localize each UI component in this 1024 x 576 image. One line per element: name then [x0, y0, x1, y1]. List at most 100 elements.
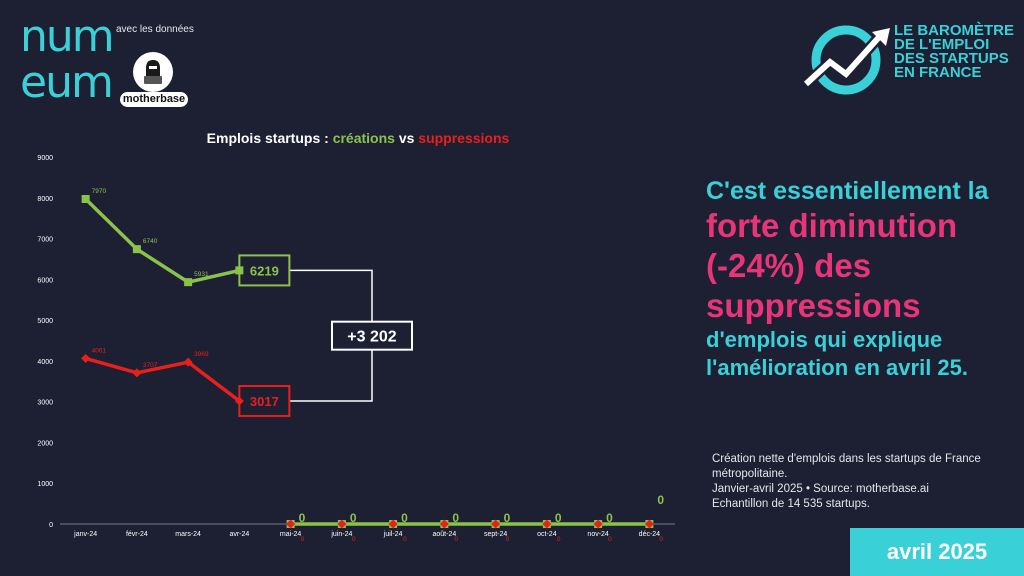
headline-line-4: suppressions: [706, 287, 921, 324]
data-point: [337, 519, 347, 529]
data-label: 0: [555, 511, 562, 525]
data-label: 0: [506, 536, 510, 543]
data-point: [286, 519, 296, 529]
highlight-box-suppressions: [238, 384, 291, 417]
difference-box: [331, 320, 413, 351]
headline-line-2: forte diminution: [706, 207, 958, 244]
data-label: 0: [350, 511, 357, 525]
headline: C'est essentiellement la forte diminutio…: [706, 176, 1006, 382]
data-point: [388, 519, 398, 529]
data-point: [542, 519, 552, 529]
data-label: 4061: [92, 347, 107, 354]
headline-line-3: (-24%) des: [706, 247, 872, 284]
series-line-creations: [84, 197, 240, 284]
x-tick-label: déc-24: [639, 531, 661, 538]
series-creations: 7970 6740 5931 0 0 0 0 0 0 0 0: [81, 188, 664, 528]
series-suppressions: 4061 3707 3969 0 0 0 0 0 0 0 0: [81, 347, 663, 543]
mascot-icon: [133, 52, 173, 92]
jobs-chart: Emplois startups : créations vs suppress…: [37, 130, 675, 543]
data-point: [593, 519, 603, 529]
x-tick-label: avr-24: [229, 531, 249, 538]
y-tick-label: 0: [49, 522, 53, 529]
brand-bottom: eum: [20, 57, 114, 108]
growth-arrow-icon: [800, 22, 892, 96]
highlight-value: 6219: [250, 263, 279, 278]
headline-line-5: d'emplois qui explique: [706, 327, 943, 352]
data-label: 0: [352, 536, 356, 543]
data-label: 0: [504, 511, 511, 525]
data-label: 0: [454, 536, 458, 543]
data-label: 0: [608, 536, 612, 543]
data-point: [132, 368, 142, 378]
numeum-logo: num eum: [20, 11, 115, 112]
brand-top: num: [20, 11, 115, 62]
y-tick-label: 1000: [37, 481, 53, 488]
highlight-value: 3017: [250, 394, 279, 409]
partner-caption: avec les données: [116, 24, 194, 35]
x-tick-label: janv-24: [73, 531, 97, 538]
note-line-3: Janvier-avril 2025 • Source: motherbase.…: [712, 483, 929, 495]
chart-title: Emplois startups : créations vs suppress…: [207, 130, 510, 146]
y-tick-label: 3000: [37, 400, 53, 407]
data-label: 0: [657, 493, 664, 507]
barometer-line-4: EN FRANCE: [894, 64, 982, 81]
x-axis: janv-24 févr-24 mars-24 avr-24 mai-24 juin-24…: [60, 523, 675, 538]
series-layer: 7970 6740 5931 0 0 0 0 0 0 0 0 4061 3707 3969 0 0 0 0 0 0 0 0: [81, 188, 664, 543]
data-point: [235, 266, 244, 275]
data-label: 0: [301, 536, 305, 543]
difference-label: +3 202: [347, 329, 396, 346]
chart-title-part-4: suppressions: [418, 130, 509, 146]
data-point: [491, 519, 501, 529]
chart-title-part-2: créations: [333, 130, 395, 146]
data-label: 0: [659, 536, 663, 543]
data-label: 7970: [92, 188, 107, 195]
note-line-1: Création nette d'emplois dans les startu…: [712, 453, 981, 465]
motherbase-label: motherbase: [120, 92, 188, 107]
barometer-line-2: DE L'EMPLOI: [894, 36, 990, 53]
y-tick-label: 8000: [37, 196, 53, 203]
barometer-line-1: LE BAROMÈTRE: [894, 22, 1014, 39]
x-tick-label: juil-24: [383, 531, 403, 538]
x-tick-label: mai-24: [280, 531, 302, 538]
data-label: 3969: [194, 351, 209, 358]
x-tick-label: mars-24: [175, 531, 201, 538]
y-tick-label: 2000: [37, 440, 53, 447]
motherbase-logo: motherbase: [120, 52, 190, 110]
x-tick-label: juin-24: [330, 531, 352, 538]
y-tick-label: 5000: [37, 318, 53, 325]
x-tick-label: nov-24: [587, 531, 609, 538]
data-point: [184, 278, 193, 287]
data-point: [81, 353, 91, 363]
data-label: 0: [403, 536, 407, 543]
source-note: Création nette d'emplois dans les startu…: [712, 452, 1002, 512]
note-line-4: Echantillon de 14 535 startups.: [712, 498, 870, 510]
x-tick-label: août-24: [433, 531, 457, 538]
note-line-2: métropolitaine.: [712, 468, 788, 480]
x-tick-label: sept-24: [484, 531, 507, 538]
y-axis: 0 1000 2000 3000 4000 5000 6000 7000 8000 9000: [37, 155, 53, 529]
barometer-line-3: DES STARTUPS: [894, 50, 1009, 67]
headline-line-1: C'est essentiellement la: [706, 177, 989, 205]
data-label: 3707: [143, 362, 158, 369]
data-label: 6740: [143, 238, 158, 245]
data-label: 0: [299, 511, 306, 525]
difference-bracket: 6219 3017 +3 202: [238, 254, 413, 417]
data-point: [132, 245, 141, 254]
data-point: [439, 519, 449, 529]
data-label: 0: [557, 536, 561, 543]
chart-title-part-3: vs: [395, 130, 418, 146]
x-tick-label: févr-24: [126, 531, 148, 538]
data-label: 5931: [194, 271, 209, 278]
data-label: 0: [606, 511, 613, 525]
y-tick-label: 6000: [37, 277, 53, 284]
month-badge: avril 2025: [850, 528, 1024, 576]
x-tick-label: oct-24: [537, 531, 557, 538]
barometer-title: LE BAROMÈTRE DE L'EMPLOI DES STARTUPS EN…: [894, 22, 1014, 81]
series-line-suppressions: [85, 356, 241, 403]
data-point: [81, 195, 90, 204]
y-tick-label: 4000: [37, 359, 53, 366]
headline-line-6: l'amélioration en avril 25.: [706, 355, 969, 380]
y-tick-label: 9000: [37, 155, 53, 162]
data-point: [644, 519, 654, 529]
chart-title-part-1: Emplois startups :: [207, 130, 333, 146]
